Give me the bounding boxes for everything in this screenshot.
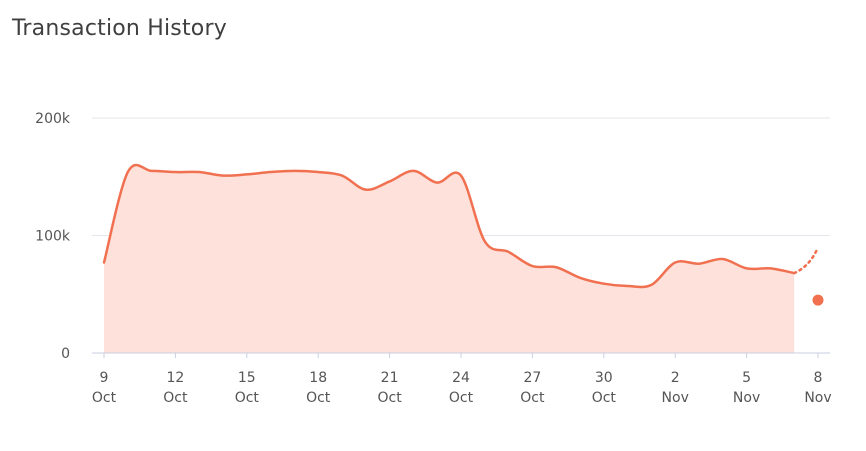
x-tick-month-1: Oct: [163, 390, 188, 406]
series-0-line: [102, 163, 796, 289]
series-0-projection: [792, 246, 820, 275]
y-tick-label-0: 0: [61, 346, 70, 362]
x-tick-month-5: Oct: [449, 390, 474, 406]
x-tick-month-0: Oct: [92, 390, 117, 406]
x-tick-day-5: 24: [452, 370, 470, 386]
x-tick-day-4: 21: [381, 370, 399, 386]
x-tick-day-10: 8: [814, 370, 823, 386]
x-tick-month-10: Nov: [804, 390, 831, 406]
x-tick-month-9: Nov: [733, 390, 760, 406]
x-tick-day-1: 12: [166, 370, 184, 386]
x-tick-month-6: Oct: [520, 390, 545, 406]
x-tick-month-8: Nov: [662, 390, 689, 406]
x-tick-day-9: 5: [742, 370, 751, 386]
x-tick-day-2: 15: [238, 370, 256, 386]
y-tick-label-2: 200k: [35, 111, 71, 127]
chart-title: Transaction History: [12, 16, 227, 41]
series-0-marker: [812, 294, 824, 306]
x-tick-day-8: 2: [671, 370, 680, 386]
x-tick-month-2: Oct: [235, 390, 260, 406]
x-tick-day-7: 30: [595, 370, 613, 386]
x-tick-month-7: Oct: [592, 390, 617, 406]
y-tick-label-1: 100k: [35, 229, 71, 245]
x-tick-month-3: Oct: [306, 390, 331, 406]
series-0-area: [104, 164, 795, 353]
x-tick-day-3: 18: [309, 370, 327, 386]
x-tick-month-4: Oct: [377, 390, 402, 406]
x-tick-day-6: 27: [523, 370, 541, 386]
x-tick-day-0: 9: [100, 370, 109, 386]
